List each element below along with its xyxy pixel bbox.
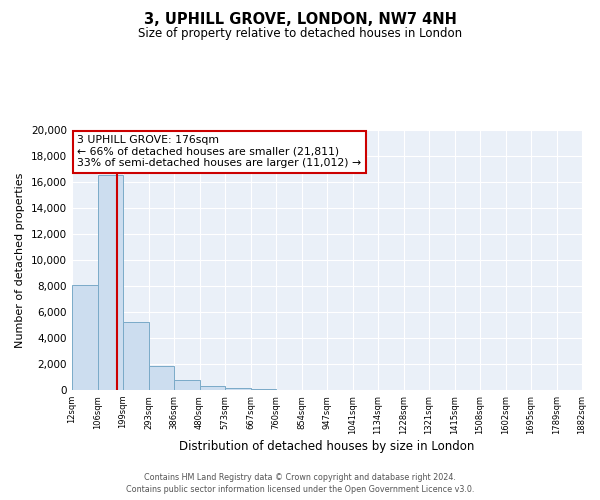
Bar	[149, 366, 174, 390]
Text: 3, UPHILL GROVE, LONDON, NW7 4NH: 3, UPHILL GROVE, LONDON, NW7 4NH	[143, 12, 457, 28]
Bar	[123, 322, 149, 390]
Text: 3 UPHILL GROVE: 176sqm
← 66% of detached houses are smaller (21,811)
33% of semi: 3 UPHILL GROVE: 176sqm ← 66% of detached…	[77, 135, 361, 168]
Text: Contains HM Land Registry data © Crown copyright and database right 2024.: Contains HM Land Registry data © Crown c…	[144, 473, 456, 482]
Text: Contains public sector information licensed under the Open Government Licence v3: Contains public sector information licen…	[126, 486, 474, 494]
Bar	[225, 388, 251, 390]
Bar	[199, 386, 225, 390]
Bar	[72, 284, 97, 390]
Y-axis label: Number of detached properties: Number of detached properties	[16, 172, 25, 348]
Text: Size of property relative to detached houses in London: Size of property relative to detached ho…	[138, 28, 462, 40]
X-axis label: Distribution of detached houses by size in London: Distribution of detached houses by size …	[179, 440, 475, 452]
Bar	[174, 380, 199, 390]
Bar	[251, 389, 276, 390]
Bar	[97, 176, 123, 390]
